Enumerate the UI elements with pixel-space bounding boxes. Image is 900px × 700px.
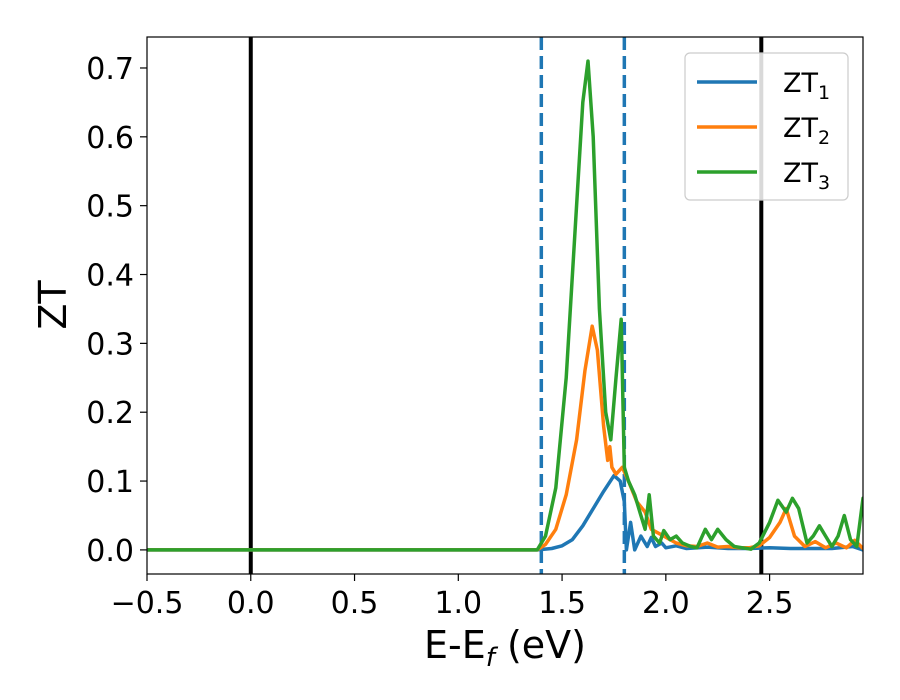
legend-box — [684, 52, 849, 201]
y-tick-label: 0.3 — [86, 327, 134, 362]
y-tick-label: 0.6 — [86, 121, 134, 156]
x-tick-label: −0.5 — [111, 586, 184, 621]
x-axis-label: E-Ef (eV) — [424, 623, 586, 673]
x-tick-label: 2.0 — [642, 586, 690, 621]
x-tick-label: 0.0 — [227, 586, 275, 621]
y-tick-label: 0.2 — [86, 396, 134, 431]
series-line-zt3 — [147, 59, 863, 552]
legend-label-zt3: ZT3 — [783, 158, 830, 194]
y-axis: 0.0 0.1 0.2 0.3 0.4 0.5 0.6 0.7 — [86, 52, 147, 569]
y-tick-label: 0.0 — [86, 534, 134, 569]
y-tick-label: 0.4 — [86, 259, 134, 294]
x-tick-label: 0.5 — [331, 586, 379, 621]
series-line-zt1 — [147, 473, 863, 552]
y-tick-label: 0.7 — [86, 52, 134, 87]
series-lines — [147, 59, 863, 552]
y-axis-label: ZT — [31, 280, 75, 330]
legend: ZT1 ZT2 ZT3 — [684, 52, 849, 201]
x-tick-label: 2.5 — [746, 586, 794, 621]
plot-frame — [146, 36, 864, 575]
legend-label-zt2: ZT2 — [783, 113, 830, 149]
y-tick-label: 0.5 — [86, 190, 134, 225]
x-axis: −0.5 0.0 0.5 1.0 1.5 2.0 2.5 — [111, 574, 794, 621]
x-tick-label: 1.0 — [434, 586, 482, 621]
legend-label-zt1: ZT1 — [783, 68, 830, 104]
y-tick-label: 0.1 — [86, 465, 134, 500]
x-tick-label: 1.5 — [538, 586, 586, 621]
